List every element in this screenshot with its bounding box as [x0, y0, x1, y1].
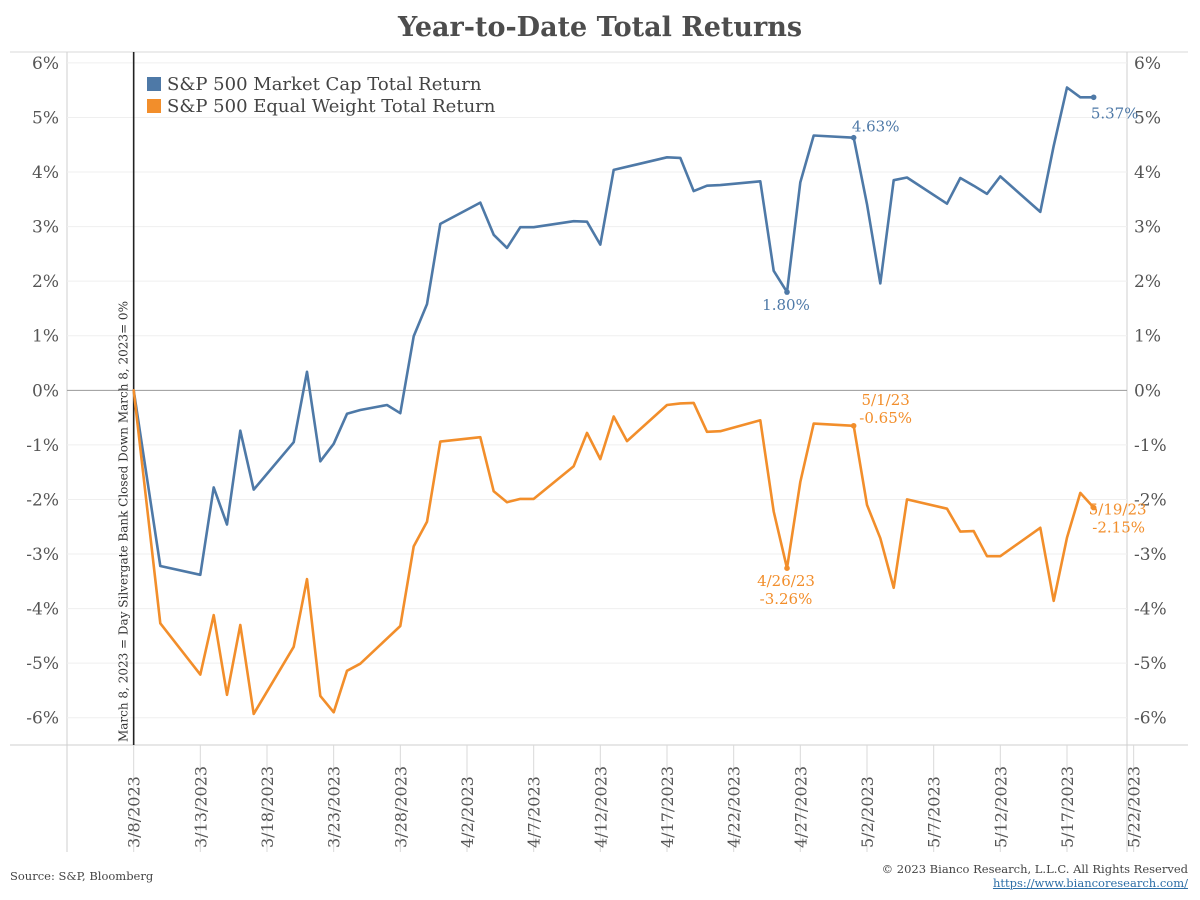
website-link[interactable]: https://www.biancoresearch.com/: [992, 876, 1188, 890]
legend-swatch: [147, 77, 161, 91]
annotation-point: [1090, 504, 1097, 511]
y-tick-label-right: 1%: [1134, 327, 1161, 347]
y-tick-label-left: -3%: [26, 545, 59, 565]
y-tick-label-left: 6%: [32, 54, 59, 74]
x-tick-label: 5/22/2023: [1125, 766, 1144, 848]
y-tick-label-left: 1%: [32, 327, 59, 347]
y-tick-label-right: -6%: [1134, 709, 1167, 729]
source-note: Source: S&P, Bloomberg: [10, 869, 154, 883]
annotation-label: 4/26/23: [757, 572, 815, 590]
y-tick-label-left: 0%: [32, 381, 59, 401]
annotation-label: 5/19/23: [1089, 501, 1147, 519]
chart-title: Year-to-Date Total Returns: [397, 12, 803, 43]
y-tick-label-left: 5%: [32, 108, 59, 128]
annotation-label: 4.63%: [852, 118, 900, 136]
copyright-note: © 2023 Bianco Research, L.L.C. All Right…: [881, 862, 1188, 876]
x-tick-label: 5/17/2023: [1058, 766, 1077, 848]
x-tick-label: 3/28/2023: [391, 766, 410, 848]
annotation-point: [850, 422, 857, 429]
annotation-label: 1.80%: [762, 296, 810, 314]
market-cap-series-line: [132, 86, 1095, 577]
x-tick-label: 3/8/2023: [125, 776, 144, 848]
annotation-label: -0.65%: [859, 409, 912, 427]
y-tick-label-left: -5%: [26, 654, 59, 674]
y-tick-label-left: -4%: [26, 600, 59, 620]
y-tick-label-right: -1%: [1134, 436, 1167, 456]
y-tick-label-left: 2%: [32, 272, 59, 292]
y-tick-label-left: 4%: [32, 163, 59, 183]
x-tick-label: 4/12/2023: [591, 766, 610, 848]
x-tick-label: 4/7/2023: [525, 776, 544, 848]
annotation-point: [784, 289, 790, 295]
annotation-label: -3.26%: [760, 590, 813, 608]
annotation-label: -2.15%: [1092, 519, 1145, 537]
y-tick-label-left: 3%: [32, 218, 59, 238]
legend-label: S&P 500 Equal Weight Total Return: [167, 96, 496, 117]
x-tick-label: 5/12/2023: [991, 766, 1010, 848]
x-tick-label: 5/2/2023: [858, 776, 877, 848]
y-tick-label-right: -4%: [1134, 600, 1167, 620]
x-tick-label: 4/22/2023: [725, 766, 744, 848]
annotation-point: [1090, 94, 1097, 101]
annotation-label: 5/1/23: [862, 391, 910, 409]
y-tick-label-right: -5%: [1134, 654, 1167, 674]
y-tick-label-left: -1%: [26, 436, 59, 456]
y-tick-label-right: 6%: [1134, 54, 1161, 74]
x-tick-label: 4/17/2023: [658, 766, 677, 848]
y-tick-label-right: -3%: [1134, 545, 1167, 565]
annotation-point: [850, 134, 857, 141]
silvergate-marker-label: March 8, 2023 = Day Silvergate Bank Clos…: [117, 301, 131, 742]
y-tick-label-left: -6%: [26, 709, 59, 729]
x-tick-label: 4/27/2023: [791, 766, 810, 848]
y-tick-label-right: 3%: [1134, 218, 1161, 238]
y-tick-label-right: 4%: [1134, 163, 1161, 183]
y-tick-label-right: -2%: [1134, 490, 1167, 510]
y-tick-label-left: -2%: [26, 490, 59, 510]
y-tick-label-right: 5%: [1134, 108, 1161, 128]
y-tick-label-right: 2%: [1134, 272, 1161, 292]
legend-swatch: [147, 99, 161, 113]
annotation-point: [784, 565, 790, 572]
x-tick-label: 5/7/2023: [925, 776, 944, 848]
annotation-label: 5.37%: [1091, 104, 1139, 122]
x-tick-label: 3/23/2023: [325, 766, 344, 848]
legend-label: S&P 500 Market Cap Total Return: [167, 74, 482, 95]
equal-weight-series-line: [132, 388, 1095, 716]
x-tick-label: 3/18/2023: [258, 766, 277, 848]
y-tick-label-right: 0%: [1134, 381, 1161, 401]
x-tick-label: 3/13/2023: [191, 766, 210, 848]
x-tick-label: 4/2/2023: [458, 776, 477, 848]
